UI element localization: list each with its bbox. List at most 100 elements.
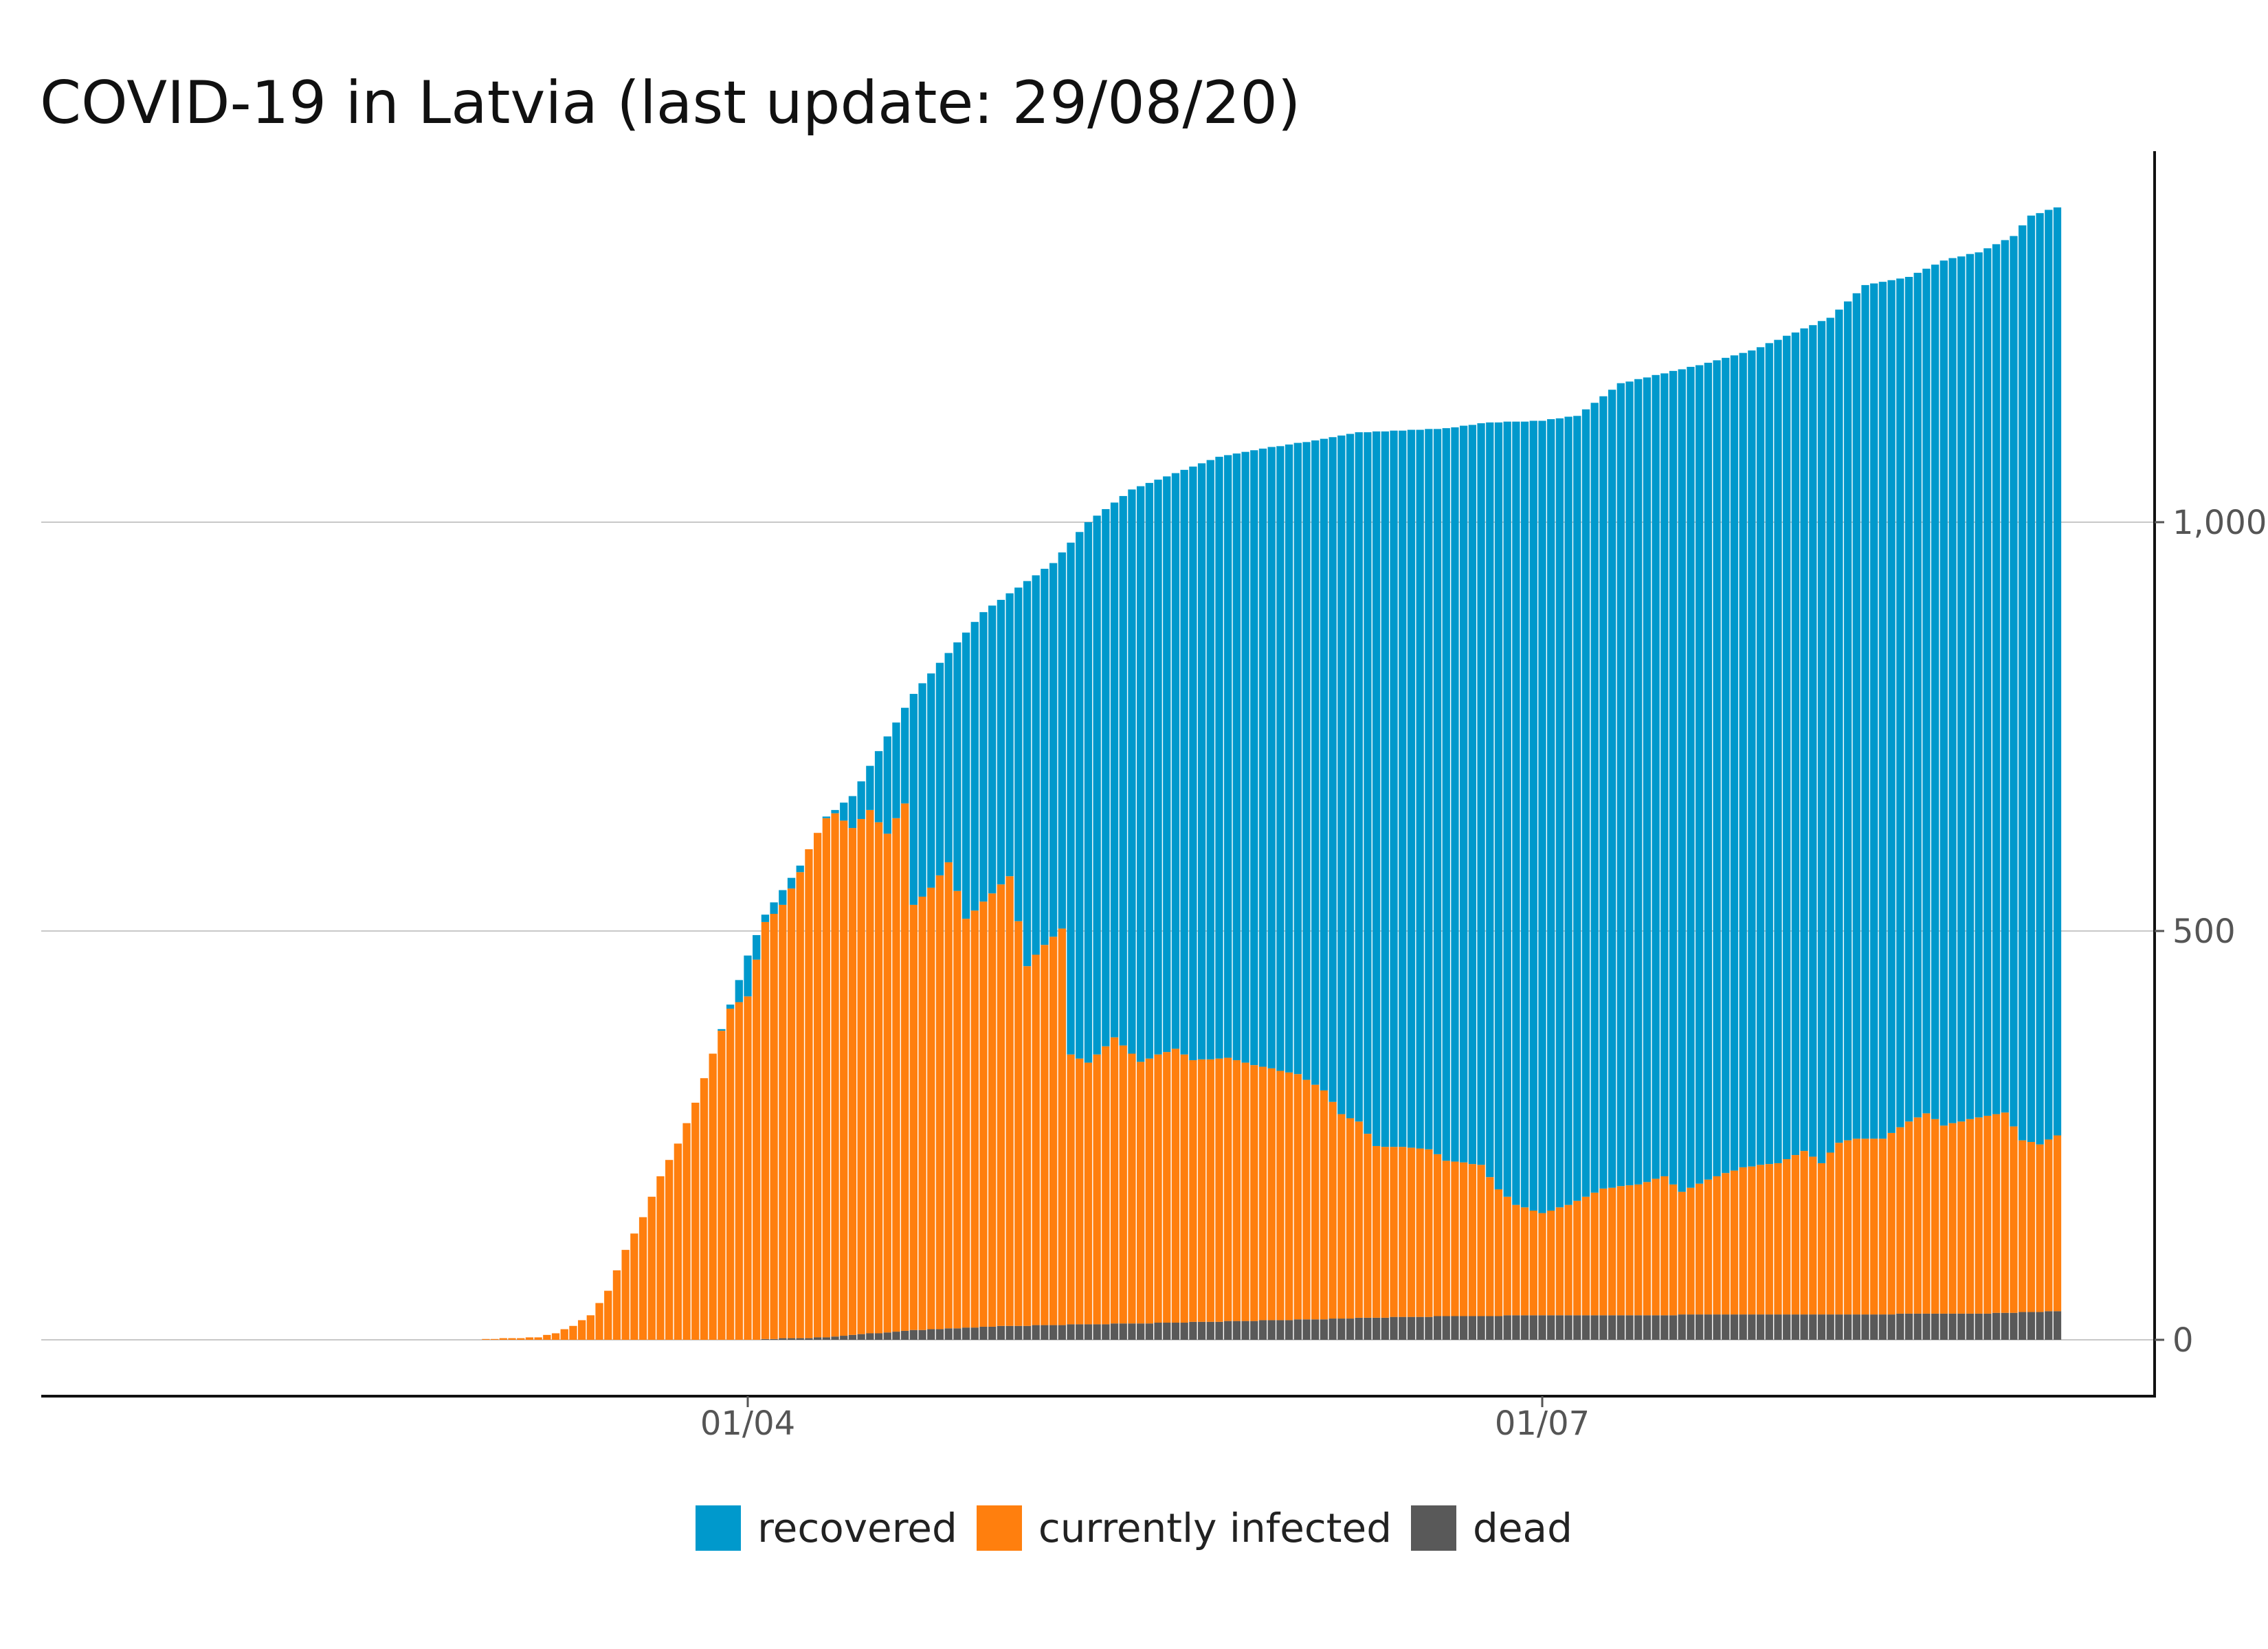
bar-dead bbox=[988, 1326, 997, 1340]
bar-currently-infected bbox=[482, 1338, 490, 1340]
bar-currently-infected bbox=[525, 1337, 534, 1340]
bar-currently-infected bbox=[1555, 1207, 1564, 1316]
bar-currently-infected bbox=[761, 921, 770, 1339]
bar-recovered bbox=[866, 765, 874, 810]
bar-dead bbox=[1258, 1320, 1267, 1340]
bar-currently-infected bbox=[1067, 1054, 1075, 1325]
bar-currently-infected bbox=[1215, 1058, 1223, 1322]
bar-currently-infected bbox=[1093, 1054, 1101, 1325]
bar-currently-infected bbox=[1486, 1177, 1494, 1316]
bar-recovered bbox=[779, 890, 787, 905]
bar-currently-infected bbox=[1643, 1182, 1652, 1316]
legend-item-currently-infected: currently infected bbox=[976, 1505, 1392, 1551]
bar-recovered bbox=[1608, 390, 1616, 1188]
legend-swatch-currently-infected bbox=[976, 1505, 1022, 1551]
bar-dead bbox=[1145, 1323, 1153, 1340]
bar-currently-infected bbox=[1992, 1114, 2001, 1313]
bar-recovered bbox=[1494, 422, 1503, 1190]
bar-dead bbox=[787, 1338, 796, 1340]
bar-recovered bbox=[1643, 377, 1652, 1182]
bar-currently-infected bbox=[1390, 1147, 1398, 1317]
bar-recovered bbox=[1014, 587, 1023, 921]
bar-recovered bbox=[2001, 240, 2009, 1113]
bar-recovered bbox=[1128, 489, 1136, 1054]
bar-currently-infected bbox=[1102, 1046, 1110, 1325]
bar-dead bbox=[1293, 1319, 1302, 1340]
bar-dead bbox=[953, 1328, 961, 1340]
bar-recovered bbox=[1939, 260, 1948, 1126]
bar-dead bbox=[2019, 1312, 2027, 1340]
bar-recovered bbox=[1320, 438, 1328, 1091]
bar-recovered bbox=[1564, 416, 1572, 1205]
bar-recovered bbox=[1983, 248, 1992, 1116]
bar-recovered bbox=[787, 877, 796, 889]
bar-dead bbox=[840, 1336, 848, 1340]
bar-currently-infected bbox=[1145, 1058, 1153, 1324]
bar-recovered bbox=[892, 722, 900, 818]
bar-recovered bbox=[1739, 352, 1747, 1167]
bar-dead bbox=[796, 1338, 804, 1340]
bar-recovered bbox=[988, 605, 997, 894]
bar-currently-infected bbox=[1852, 1138, 1860, 1315]
bar-recovered bbox=[1948, 258, 1957, 1123]
bar-dead bbox=[1381, 1317, 1389, 1340]
bar-dead bbox=[909, 1330, 918, 1340]
bar-recovered bbox=[1232, 453, 1241, 1061]
bar-currently-infected bbox=[1887, 1132, 1895, 1315]
bar-dead bbox=[1809, 1314, 1817, 1340]
axes bbox=[41, 151, 2164, 1407]
bar-currently-infected bbox=[718, 1031, 726, 1340]
bar-currently-infected bbox=[1442, 1160, 1450, 1316]
bar-currently-infected bbox=[1224, 1057, 1232, 1321]
bar-recovered bbox=[944, 653, 953, 863]
bar-currently-infected bbox=[1520, 1207, 1529, 1316]
bar-dead bbox=[1966, 1313, 1975, 1340]
bar-currently-infected bbox=[944, 862, 953, 1329]
bar-currently-infected bbox=[2010, 1126, 2018, 1313]
bar-recovered bbox=[1652, 374, 1660, 1179]
bar-currently-infected bbox=[1241, 1062, 1249, 1321]
bar-dead bbox=[1957, 1313, 1966, 1340]
bar-recovered bbox=[1512, 421, 1520, 1205]
bar-recovered bbox=[1547, 419, 1555, 1211]
bar-dead bbox=[1276, 1320, 1285, 1340]
bar-dead bbox=[1739, 1314, 1747, 1340]
bar-recovered bbox=[1669, 370, 1678, 1185]
bar-currently-infected bbox=[935, 875, 944, 1330]
bar-dead bbox=[1494, 1316, 1503, 1340]
bar-dead bbox=[1904, 1313, 1913, 1340]
bar-dead bbox=[1102, 1324, 1110, 1340]
bar-currently-infected bbox=[892, 818, 900, 1332]
bar-currently-infected bbox=[1076, 1058, 1084, 1325]
bar-recovered bbox=[1809, 325, 1817, 1157]
bar-currently-infected bbox=[517, 1338, 525, 1340]
bar-recovered bbox=[1285, 444, 1293, 1073]
bar-dead bbox=[1110, 1323, 1119, 1340]
bar-currently-infected bbox=[997, 884, 1005, 1326]
bar-recovered bbox=[1843, 301, 1852, 1141]
bar-recovered bbox=[1783, 335, 1791, 1160]
bar-currently-infected bbox=[1005, 876, 1014, 1326]
bar-dead bbox=[970, 1327, 979, 1340]
bar-currently-infected bbox=[1896, 1127, 1904, 1314]
bar-recovered bbox=[1634, 379, 1643, 1185]
bar-currently-infected bbox=[2053, 1135, 2062, 1312]
bar-recovered bbox=[1197, 463, 1206, 1059]
bar-dead bbox=[1765, 1314, 1773, 1340]
bar-currently-infected bbox=[2001, 1112, 2009, 1313]
bar-currently-infected bbox=[1119, 1045, 1127, 1324]
bar-currently-infected bbox=[1939, 1125, 1948, 1314]
bar-recovered bbox=[1520, 421, 1529, 1208]
bar-recovered bbox=[1032, 575, 1040, 955]
bar-currently-infected bbox=[508, 1338, 516, 1340]
bar-dead bbox=[1800, 1314, 1808, 1340]
bar-currently-infected bbox=[1817, 1163, 1826, 1315]
bar-dead bbox=[1171, 1323, 1180, 1340]
bar-dead bbox=[1817, 1314, 1826, 1340]
bar-recovered bbox=[2019, 225, 2027, 1141]
bar-currently-infected bbox=[1407, 1147, 1416, 1317]
bar-currently-infected bbox=[1058, 928, 1066, 1325]
bar-currently-infected bbox=[831, 813, 839, 1337]
bar-currently-infected bbox=[866, 809, 874, 1334]
bar-recovered bbox=[1966, 254, 1975, 1119]
